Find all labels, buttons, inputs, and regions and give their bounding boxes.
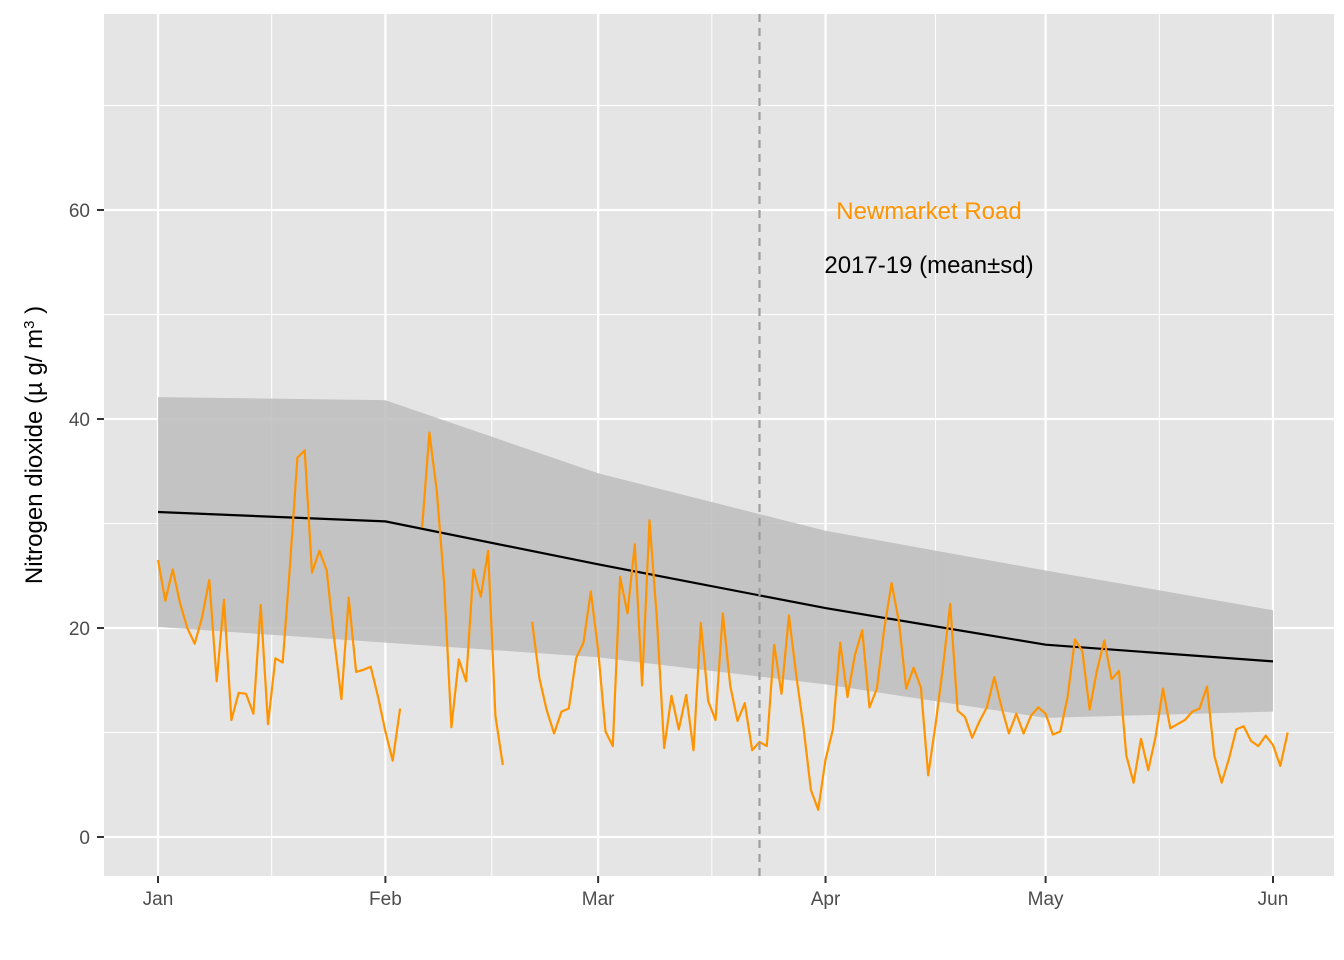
baseline-sd-ribbon (158, 397, 1273, 718)
x-tick-label: Jan (143, 889, 174, 910)
y-axis-title-superscript: 3 (21, 321, 38, 329)
y-axis-title: Nitrogen dioxide (µ g/ m3 ) (21, 306, 49, 584)
y-axis: 0 20 40 60 (69, 201, 104, 849)
annotation-site: Newmarket Road (836, 198, 1021, 225)
x-axis: Jan Feb Mar Apr May Jun (143, 876, 1289, 910)
x-tick-label: May (1028, 889, 1064, 910)
series-lines (156, 431, 1289, 811)
y-tick-label: 0 (79, 828, 90, 849)
x-tick-label: Apr (811, 889, 841, 910)
series-line-segment (156, 449, 402, 762)
annotation-baseline: 2017-19 (mean±sd) (824, 252, 1033, 279)
y-tick-label: 20 (69, 619, 90, 640)
x-tick-label: Jun (1258, 889, 1289, 910)
series-line-segment (421, 431, 504, 766)
baseline-mean-line (157, 510, 1274, 663)
x-tick-label: Feb (369, 889, 402, 910)
y-tick-label: 60 (69, 201, 90, 222)
y-tick-label: 40 (69, 410, 90, 431)
y-axis-title-main: Nitrogen dioxide (µ g/ m (21, 329, 48, 584)
series-line-segment (531, 519, 1289, 811)
y-axis-title-close: ) (21, 306, 48, 321)
x-tick-label: Mar (582, 889, 615, 910)
